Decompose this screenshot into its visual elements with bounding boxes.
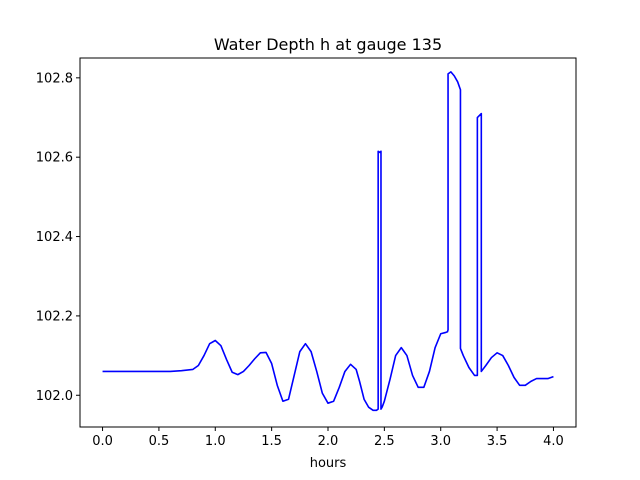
y-tick-label: 102.0 — [36, 389, 73, 404]
x-tick-label: 1.5 — [261, 434, 282, 449]
y-tick-label: 102.6 — [36, 151, 73, 166]
y-tick-label: 102.8 — [36, 71, 73, 86]
x-tick-label: 0.5 — [149, 434, 170, 449]
chart-title: Water Depth h at gauge 135 — [214, 35, 442, 54]
x-tick-label: 0.0 — [92, 434, 113, 449]
x-tick-label: 2.5 — [374, 434, 395, 449]
x-axis-label: hours — [310, 456, 347, 471]
x-tick-label: 2.0 — [318, 434, 339, 449]
y-tick-label: 102.4 — [36, 230, 73, 245]
x-tick-label: 3.0 — [430, 434, 451, 449]
x-tick-label: 1.0 — [205, 434, 226, 449]
x-tick-label: 3.5 — [487, 434, 508, 449]
x-tick-label: 4.0 — [543, 434, 564, 449]
x-axis: 0.0 0.5 1.0 1.5 2.0 2.5 3.0 3.5 4.0 — [92, 427, 564, 449]
y-tick-label: 102.2 — [36, 309, 73, 324]
series-line — [102, 71, 554, 412]
y-axis: 102.0 102.2 102.4 102.6 102.8 — [36, 71, 80, 404]
